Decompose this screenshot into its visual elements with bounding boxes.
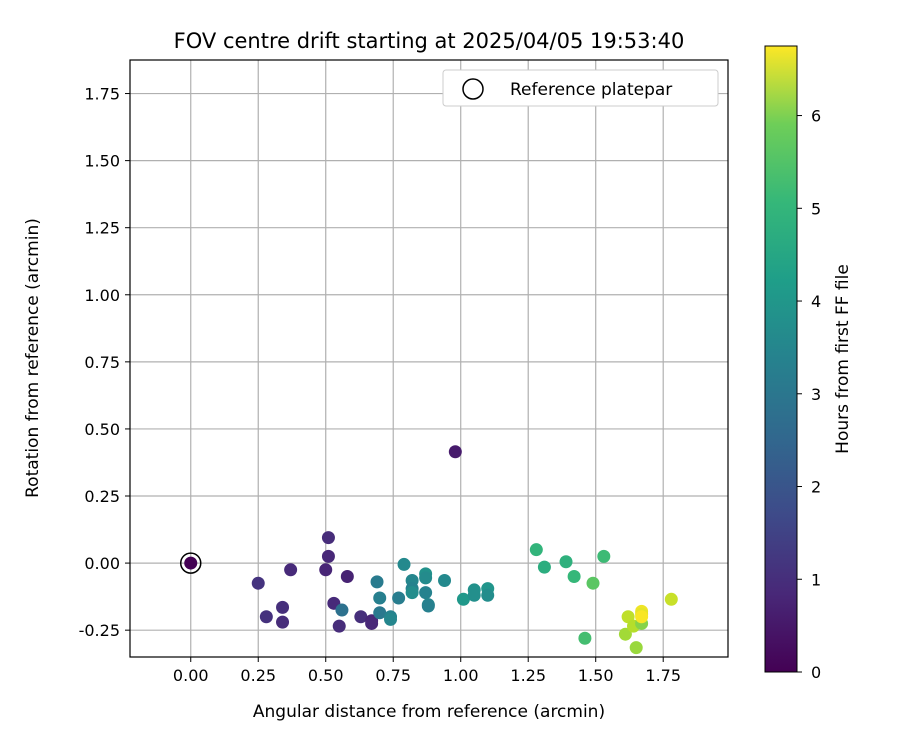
data-point bbox=[319, 563, 333, 577]
data-point bbox=[481, 588, 495, 602]
colorbar-tick-label: 4 bbox=[811, 292, 821, 311]
data-point bbox=[635, 610, 649, 624]
data-point bbox=[664, 592, 678, 606]
data-point bbox=[321, 531, 335, 545]
colorbar-tick-label: 5 bbox=[811, 199, 821, 218]
data-point bbox=[340, 570, 354, 584]
chart-title: FOV centre drift starting at 2025/04/05 … bbox=[174, 29, 685, 53]
colorbar-tick-label: 1 bbox=[811, 570, 821, 589]
data-point bbox=[419, 571, 433, 585]
legend-entry-reference-platepar: Reference platepar bbox=[510, 80, 672, 100]
data-point bbox=[251, 576, 265, 590]
y-tick-label: 1.00 bbox=[84, 286, 120, 305]
reference-platepar-marker bbox=[179, 552, 202, 574]
x-tick-label: 1.50 bbox=[578, 666, 614, 685]
y-tick-label: 0.00 bbox=[84, 554, 120, 573]
data-point bbox=[438, 574, 452, 588]
data-point bbox=[448, 445, 462, 459]
data-point bbox=[354, 610, 368, 624]
data-point bbox=[629, 641, 643, 655]
data-point bbox=[597, 549, 611, 563]
y-tick-label: -0.25 bbox=[79, 621, 120, 640]
x-tick-label: 1.00 bbox=[443, 666, 479, 685]
plot-area bbox=[130, 60, 728, 657]
x-axis-label: Angular distance from reference (arcmin) bbox=[253, 702, 605, 722]
data-point bbox=[321, 549, 335, 563]
data-point bbox=[384, 612, 398, 626]
data-point bbox=[529, 543, 543, 557]
data-point bbox=[284, 563, 298, 577]
data-point bbox=[370, 575, 384, 589]
colorbar-label: Hours from first FF file bbox=[833, 264, 853, 454]
x-tick-label: 1.75 bbox=[645, 666, 681, 685]
x-tick-label: 0.75 bbox=[375, 666, 411, 685]
data-point bbox=[276, 615, 290, 629]
x-tick-label: 0.00 bbox=[173, 666, 209, 685]
x-axis-ticks: 0.00 0.25 0.50 0.75 1.00 1.25 1.50 1.75 bbox=[173, 657, 681, 685]
data-point bbox=[559, 555, 573, 569]
data-point bbox=[332, 619, 346, 633]
data-point bbox=[621, 610, 635, 624]
data-point bbox=[467, 588, 481, 602]
data-point bbox=[392, 591, 406, 605]
data-point bbox=[276, 600, 290, 614]
grid bbox=[130, 60, 728, 657]
data-point bbox=[335, 603, 349, 617]
legend-box bbox=[442, 69, 719, 107]
data-point bbox=[184, 556, 198, 570]
data-point bbox=[537, 560, 551, 574]
colorbar-tick-label: 3 bbox=[811, 385, 821, 404]
y-tick-label: 1.50 bbox=[84, 152, 120, 171]
data-point bbox=[365, 616, 379, 630]
colorbar-gradient bbox=[764, 45, 798, 673]
x-tick-label: 1.25 bbox=[510, 666, 546, 685]
data-point bbox=[586, 576, 600, 590]
data-point bbox=[421, 599, 435, 613]
data-points bbox=[184, 445, 678, 655]
reference-marker bbox=[179, 552, 202, 574]
y-axis-label: Rotation from reference (arcmin) bbox=[23, 218, 43, 498]
colorbar: 0 1 2 3 4 5 6 Hours from first FF file bbox=[764, 45, 853, 682]
colorbar-tick-label: 0 bbox=[811, 663, 821, 682]
data-point bbox=[419, 586, 433, 600]
x-tick-label: 0.25 bbox=[240, 666, 276, 685]
y-tick-label: 0.75 bbox=[84, 353, 120, 372]
colorbar-tick-label: 6 bbox=[811, 107, 821, 126]
data-point bbox=[405, 586, 419, 600]
colorbar-tick-label: 2 bbox=[811, 478, 821, 497]
data-point bbox=[373, 606, 387, 620]
y-tick-label: 1.75 bbox=[84, 85, 120, 104]
data-point bbox=[373, 591, 387, 605]
data-point bbox=[578, 631, 592, 645]
data-point bbox=[618, 627, 632, 641]
x-tick-label: 0.50 bbox=[308, 666, 344, 685]
y-tick-label: 1.25 bbox=[84, 219, 120, 238]
data-point bbox=[456, 592, 470, 606]
plot-frame bbox=[129, 59, 729, 658]
y-tick-label: 0.25 bbox=[84, 487, 120, 506]
data-point bbox=[259, 610, 273, 624]
colorbar-ticks: 0 1 2 3 4 5 6 bbox=[797, 107, 821, 682]
data-point bbox=[567, 570, 581, 584]
data-point bbox=[397, 557, 411, 571]
legend-marker-open-circle-icon bbox=[462, 78, 484, 100]
y-axis-ticks: -0.25 0.00 0.25 0.50 0.75 1.00 1.25 1.50 1.75 bbox=[79, 85, 130, 640]
legend: Reference platepar bbox=[442, 69, 719, 107]
y-tick-label: 0.50 bbox=[84, 420, 120, 439]
